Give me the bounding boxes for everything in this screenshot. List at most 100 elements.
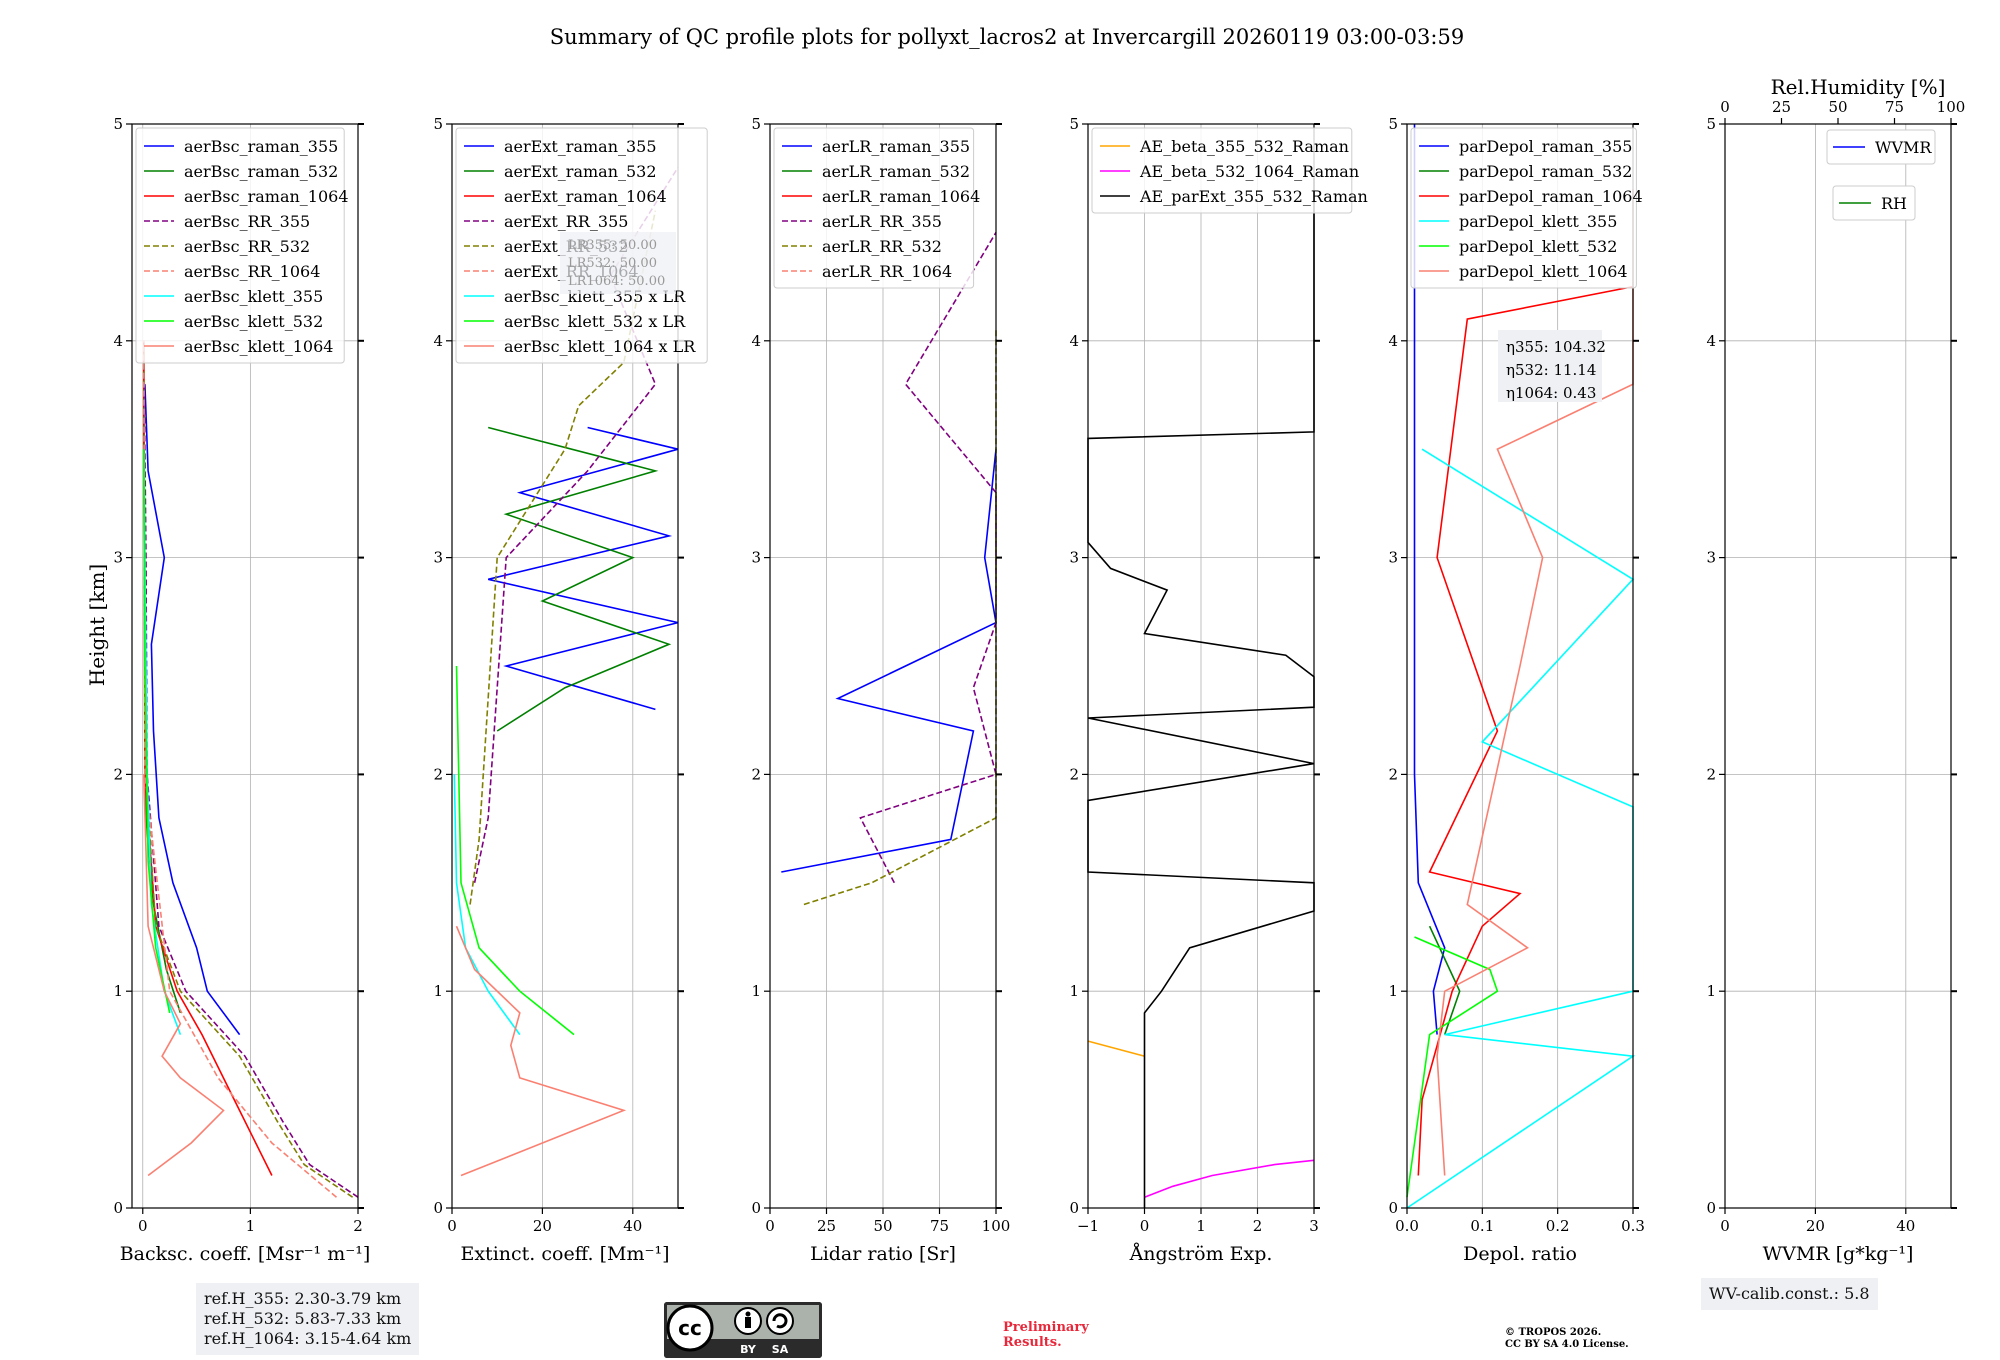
y-tick-label: 5 [751, 115, 761, 133]
y-tick-label: 1 [1069, 982, 1079, 1000]
series-line-aerlr-rr-355 [859, 231, 997, 884]
top-x-tick-label: 100 [1937, 98, 1966, 116]
series-line-aerbsc-rr-532 [143, 340, 354, 1198]
series-line-aerlr-raman-355 [781, 449, 997, 873]
x-tick-label: 40 [1896, 1217, 1915, 1235]
preliminary-line-2: Results. [1003, 1335, 1062, 1350]
eta-box-frame [1498, 330, 1602, 402]
y-tick-label: 1 [433, 982, 443, 1000]
x-axis-label: Lidar ratio [Sr] [810, 1243, 956, 1265]
y-tick-label: 0 [751, 1199, 761, 1217]
top-x-tick-label: 50 [1828, 98, 1847, 116]
x-tick-label: 75 [930, 1217, 949, 1235]
y-tick-label: 5 [433, 115, 443, 133]
y-tick-label: 4 [433, 332, 443, 350]
y-tick-label: 4 [751, 332, 761, 350]
share-alike-icon [766, 1307, 794, 1335]
top-x-tick-label: 75 [1885, 98, 1904, 116]
lr-annotation-box: LR355: 50.00 LR532: 50.00 LR1064: 50.00 [560, 232, 676, 294]
y-tick-label: 2 [751, 765, 761, 783]
legend: AE_beta_355_532_Raman AE_beta_532_1064_Ra… [1091, 127, 1368, 214]
legend-label: aerBsc_klett_355 [184, 287, 323, 306]
copyright-line-1: © TROPOS 2026. [1505, 1327, 1602, 1338]
legend-frame [135, 127, 345, 364]
series-line-aerbsc-klett-1064 [143, 774, 225, 1177]
eta-annotation-box: η355: 104.32 η532: 11.14 η1064: 0.43 [1498, 330, 1606, 402]
legend-label: parDepol_raman_355 [1459, 137, 1632, 156]
y-tick-label: 1 [113, 982, 123, 1000]
legend-label: aerBsc_raman_355 [184, 137, 338, 156]
y-tick-label: 1 [1388, 982, 1398, 1000]
x-tick-label: 0.1 [1470, 1217, 1494, 1235]
y-tick-label: 4 [113, 332, 123, 350]
top-x-tick-label: 25 [1772, 98, 1791, 116]
plot-frame [131, 123, 359, 1209]
legend-label: aerLR_RR_355 [822, 212, 942, 231]
y-tick-label: 2 [1069, 765, 1079, 783]
series-line-ae-beta-355-532-raman [1087, 1040, 1145, 1057]
legend-label: aerExt_raman_355 [504, 137, 657, 156]
legend-label: aerBsc_klett_1064 x LR [504, 337, 696, 356]
legend-label: aerExt_RR_355 [504, 212, 628, 231]
reference-height-box: ref.H_355: 2.30-3.79 km ref.H_532: 5.83-… [196, 1283, 420, 1355]
legend-label: aerBsc_RR_532 [184, 237, 310, 256]
x-tick-label: 50 [873, 1217, 892, 1235]
series-line-pardepol-klett-1064 [1436, 189, 1634, 1176]
legend-label: aerLR_raman_1064 [822, 187, 980, 206]
legend-label: aerLR_RR_1064 [822, 262, 952, 281]
y-tick-label: 2 [433, 765, 443, 783]
license-by-label: BY [740, 1343, 757, 1356]
y-tick-label: 3 [1069, 549, 1079, 567]
x-tick-label: 2 [353, 1217, 363, 1235]
x-tick-label: 100 [982, 1217, 1011, 1235]
y-tick-label: 4 [1388, 332, 1398, 350]
legend-label: aerLR_raman_532 [822, 162, 970, 181]
legend-frame [1410, 127, 1637, 289]
lr-box-line-2: LR1064: 50.00 [568, 274, 665, 289]
ref-height-532: ref.H_532: 5.83-7.33 km [204, 1309, 402, 1328]
x-axis-label: WVMR [g*kg⁻¹] [1763, 1243, 1914, 1265]
legend-label: AE_beta_532_1064_Raman [1139, 162, 1359, 181]
y-tick-label: 4 [1069, 332, 1079, 350]
ref-height-1064: ref.H_1064: 3.15-4.64 km [204, 1329, 412, 1348]
cc-icon [666, 1304, 714, 1352]
y-tick-label: 0 [1388, 1199, 1398, 1217]
x-tick-label: 0.0 [1395, 1217, 1419, 1235]
y-tick-label: 5 [1069, 115, 1079, 133]
legend-label: parDepol_klett_532 [1459, 237, 1617, 256]
legend-box-rh: RH [1832, 185, 1916, 221]
top-x-tick-label: 0 [1720, 98, 1730, 116]
lr-box-line-0: LR355: 50.00 [568, 238, 657, 253]
legend-label: aerBsc_klett_532 x LR [504, 312, 686, 331]
x-tick-label: 0 [1140, 1217, 1150, 1235]
legend-label: aerBsc_RR_355 [184, 212, 310, 231]
wv-calibration-box: WV-calib.const.: 5.8 [1701, 1278, 1878, 1310]
x-tick-label: 2 [1253, 1217, 1263, 1235]
legend-label: aerExt_raman_532 [504, 162, 657, 181]
x-tick-label: 20 [533, 1217, 552, 1235]
series-line-aerbsc-rr-355 [143, 340, 359, 1198]
x-axis-label: Depol. ratio [1463, 1243, 1577, 1265]
legend: aerLR_raman_355 aerLR_raman_532 aerLR_rama… [773, 127, 980, 289]
legend-label: aerBsc_RR_1064 [184, 262, 320, 281]
y-tick-label: 2 [113, 765, 123, 783]
series-line-aerbsc-klett-355-x-lr [453, 774, 521, 1036]
legend-label: parDepol_raman_1064 [1459, 187, 1643, 206]
y-tick-label: 3 [113, 549, 123, 567]
preliminary-line-1: Preliminary [1003, 1320, 1089, 1335]
x-tick-label: 0.2 [1546, 1217, 1570, 1235]
y-tick-label: 0 [433, 1199, 443, 1217]
legend-label: AE_parExt_355_532_Raman [1139, 187, 1368, 206]
series-line-pardepol-klett-532 [1406, 936, 1499, 1198]
y-tick-label: 2 [1388, 765, 1398, 783]
series-line-aerext-rr-355 [473, 166, 679, 883]
license-sa-label: SA [772, 1343, 789, 1356]
y-tick-label: 5 [1388, 115, 1398, 133]
x-tick-label: 0 [138, 1217, 148, 1235]
legend-label: WVMR [1875, 138, 1932, 157]
series-line-aerext-rr-532 [469, 210, 657, 905]
series-line-aerlr-rr-532 [803, 330, 997, 906]
